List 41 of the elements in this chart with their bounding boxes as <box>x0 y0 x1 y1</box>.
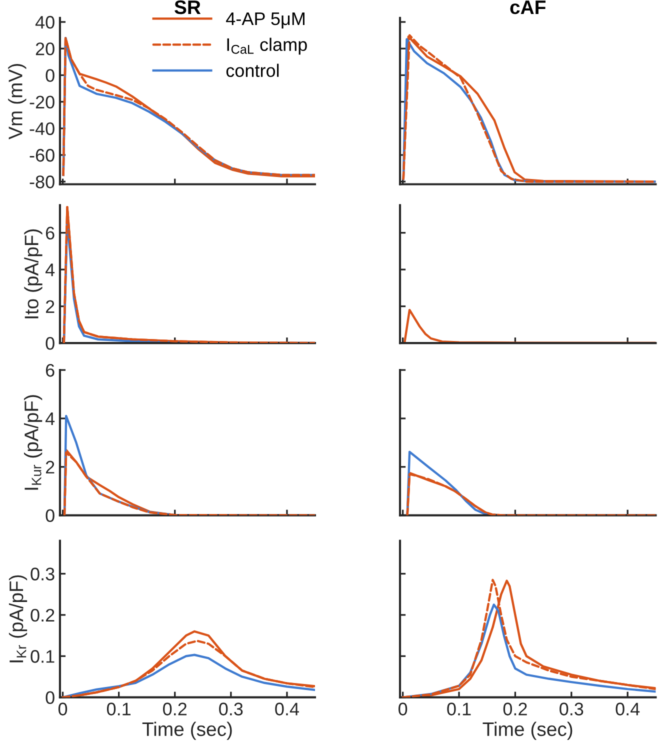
y-tick-label: -80 <box>30 176 54 188</box>
x-tick-label: 0.2 <box>163 702 187 716</box>
y-tick-label: 6 <box>46 226 54 240</box>
legend-label: 4-AP 5μM <box>226 12 304 28</box>
x-tick-label: 0.3 <box>219 702 243 716</box>
y-axis-title: I$_{Kur}$ (pA/pF) <box>24 395 42 490</box>
y-tick-label: 0.2 <box>30 608 54 622</box>
x-tick-label: 0.4 <box>616 702 640 716</box>
chart-title: SR <box>174 0 201 14</box>
y-axis-title: Ito (pA/pF) <box>24 229 42 318</box>
x-tick-label: 0.1 <box>447 702 471 716</box>
x-axis-title: Time (sec) <box>142 722 232 740</box>
line-series <box>62 654 315 698</box>
y-tick-label: -60 <box>30 148 54 162</box>
y-tick-label: 0 <box>46 336 54 350</box>
y-axis-title: Vm (mV) <box>8 64 26 140</box>
x-tick-label: 0 <box>58 702 68 716</box>
x-tick-label: 0.3 <box>560 702 584 716</box>
legend-label: I$_{CaL}$ clamp <box>227 38 307 55</box>
y-tick-label: 20 <box>36 42 54 56</box>
y-axis-title: I$_{Kr}$ (pA/pF) <box>8 575 28 662</box>
y-tick-label: 0.1 <box>30 650 54 663</box>
legend-label: control <box>226 64 279 78</box>
y-tick-label: -40 <box>30 122 54 136</box>
x-tick-label: 0.1 <box>106 702 130 716</box>
x-tick-label: 0.2 <box>503 702 527 716</box>
y-tick-label: 2 <box>46 300 54 313</box>
y-tick-label: 0 <box>46 69 54 82</box>
y-tick-label: 40 <box>35 16 54 29</box>
x-tick-label: 0.4 <box>275 702 299 716</box>
x-tick-label: 0 <box>398 702 408 716</box>
y-tick-label: 0 <box>46 691 54 704</box>
y-tick-label: 2 <box>46 460 54 474</box>
y-tick-label: 4 <box>45 264 55 276</box>
x-axis-title: Time (sec) <box>482 722 572 740</box>
y-tick-label: 0.3 <box>30 568 54 580</box>
y-tick-label: -20 <box>30 96 54 108</box>
y-tick-label: 0 <box>46 509 54 522</box>
y-tick-label: 6 <box>46 364 54 377</box>
y-tick-label: 4 <box>45 412 55 425</box>
chart-title: cAF <box>510 0 546 14</box>
